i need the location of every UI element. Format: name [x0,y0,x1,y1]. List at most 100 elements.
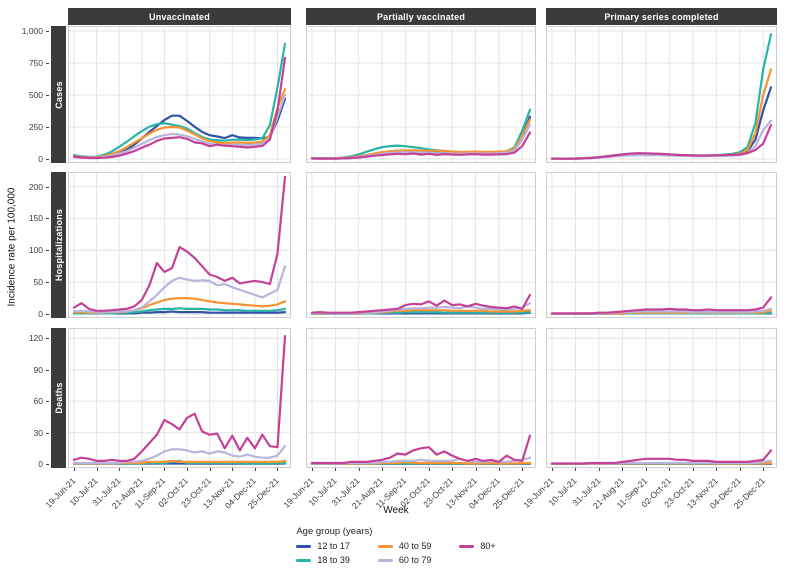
x-axis-tick-mark [405,468,407,471]
y-axis-tick-mark [46,401,49,403]
series-line-18-to-39 [550,33,773,160]
y-axis-tick-label: 1,000 [21,26,43,36]
x-axis-tick-mark [522,468,524,471]
panel-deaths-primary-series-completed [546,328,777,468]
x-axis-tick-mark [498,468,500,471]
legend-key-line [296,558,312,562]
facet-column-header-label: Partially vaccinated [376,11,466,22]
panel-plot-area [546,26,777,163]
panel-deaths-unvaccinated [68,328,291,468]
panel-plot-area [546,328,777,468]
panel-hospitalizations-unvaccinated [68,172,291,318]
legend-title: Age group (years) [296,526,373,537]
y-axis-ticks-hospitalizations: 0 50 100 150 200 [16,172,49,319]
series-line-80plus [72,56,287,160]
legend-key-line [377,544,393,548]
panel-plot-area [68,172,291,318]
series-line-80plus [72,335,287,462]
y-axis-tick-mark [46,369,49,371]
x-axis-tick-mark [552,468,553,471]
legend-key-line [377,558,393,562]
x-axis-tick-mark [358,468,360,471]
facet-row-header-cases: Cases [51,26,66,163]
series-line-60-to-79 [72,265,287,314]
facet-row-header-deaths: Deaths [51,328,66,468]
panel-hospitalizations-partially-vaccinated [306,172,536,318]
series-line-80plus [550,296,773,315]
x-axis-ticks-unvaccinated: 19-Jun-21 10-Jul-21 31-Jul-21 21-Aug-21 11-S… [43,468,291,520]
series-line-18-to-39 [72,42,287,159]
legend-box: Age group (years) 12 to 17 18 to 39 40 to … [296,526,496,565]
x-axis-tick-mark [96,468,98,471]
facet-column-header-partially-vaccinated: Partially vaccinated [306,8,536,25]
x-axis-tick-mark [382,468,384,471]
y-axis-tick-mark [46,250,49,252]
legend-entry: 12 to 17 [296,541,350,551]
x-axis-tick-mark [575,468,577,471]
x-axis-tick-mark [277,468,279,471]
x-axis-tick-mark [164,468,166,471]
x-axis-tick-mark [312,468,313,471]
y-axis-tick-label: 0 [38,309,43,319]
panel-plot-area [306,328,536,468]
facet-column-header-label: Unvaccinated [149,11,210,22]
x-axis-tick-mark [74,468,75,471]
facet-row-header-hospitalizations: Hospitalizations [51,172,66,318]
x-axis-tick-mark [428,468,430,471]
x-axis-tick-mark [716,468,718,471]
y-axis-tick-mark [46,314,49,315]
x-axis-tick-mark [452,468,454,471]
x-axis-ticks-primary-series-completed: 19-Jun-21 10-Jul-21 31-Jul-21 21-Aug-21 11-S… [521,468,777,520]
panel-deaths-partially-vaccinated [306,328,536,468]
facet-column-header-unvaccinated: Unvaccinated [68,8,291,25]
x-axis-title: Week [383,505,409,516]
y-axis-ticks-deaths: 0 30 60 90 120 [16,328,49,469]
x-axis-ticks-partially-vaccinated: 19-Jun-21 10-Jul-21 31-Jul-21 21-Aug-21 11-S… [281,468,536,520]
legend: Age group (years) 12 to 17 18 to 39 40 to … [0,526,792,565]
series-line-40-to-59 [72,88,287,159]
series-line-80plus [72,175,287,312]
legend-entry: 40 to 59 [377,541,432,551]
y-axis-tick-label: 0 [38,459,43,469]
series-line-60-to-79 [72,445,287,465]
y-axis-tick-label: 90 [33,364,43,375]
panel-cases-partially-vaccinated [306,26,536,163]
y-axis-tick-label: 50 [33,277,43,288]
x-axis-tick-mark [622,468,624,471]
legend-entry: 18 to 39 [296,555,350,565]
x-axis-tick-mark [645,468,647,471]
legend-entry-label: 40 to 59 [398,541,432,551]
panel-plot-area [306,172,536,318]
x-axis-tick-mark [119,468,121,471]
y-axis-tick-mark [46,159,49,160]
legend-entry-label: 18 to 39 [317,555,350,565]
y-axis-tick-mark [46,127,49,128]
y-axis-ticks-cases: 0 250 500 750 1,000 [16,26,49,164]
facet-column-header-label: Primary series completed [604,11,719,22]
y-axis-tick-label: 100 [28,245,43,256]
x-axis-tick-mark [475,468,477,471]
y-axis-tick-label: 60 [33,396,43,407]
panel-plot-area [68,328,291,468]
legend-entry-label: 80+ [480,541,496,551]
x-axis-tick-mark [692,468,694,471]
legend-entry: 60 to 79 [377,555,432,565]
y-axis-tick-mark [46,31,49,32]
y-axis-tick-mark [46,218,49,220]
y-axis-tick-mark [46,432,49,434]
legend-key-line [459,544,475,548]
x-axis-tick-mark [335,468,337,471]
y-axis-tick-label: 500 [28,90,43,100]
y-axis-tick-mark [46,464,49,465]
y-axis-tick-label: 30 [33,427,43,438]
facet-row-header-label: Cases [53,80,64,109]
legend-entry-label: 60 to 79 [398,555,432,565]
series-line-80plus [550,449,773,465]
y-axis-tick-mark [46,63,49,64]
facet-row-header-label: Deaths [53,382,64,414]
facet-row-header-label: Hospitalizations [53,208,64,282]
series-line-80plus [310,293,532,314]
y-axis-tick-mark [46,186,49,188]
series-line-40-to-59 [550,68,773,160]
